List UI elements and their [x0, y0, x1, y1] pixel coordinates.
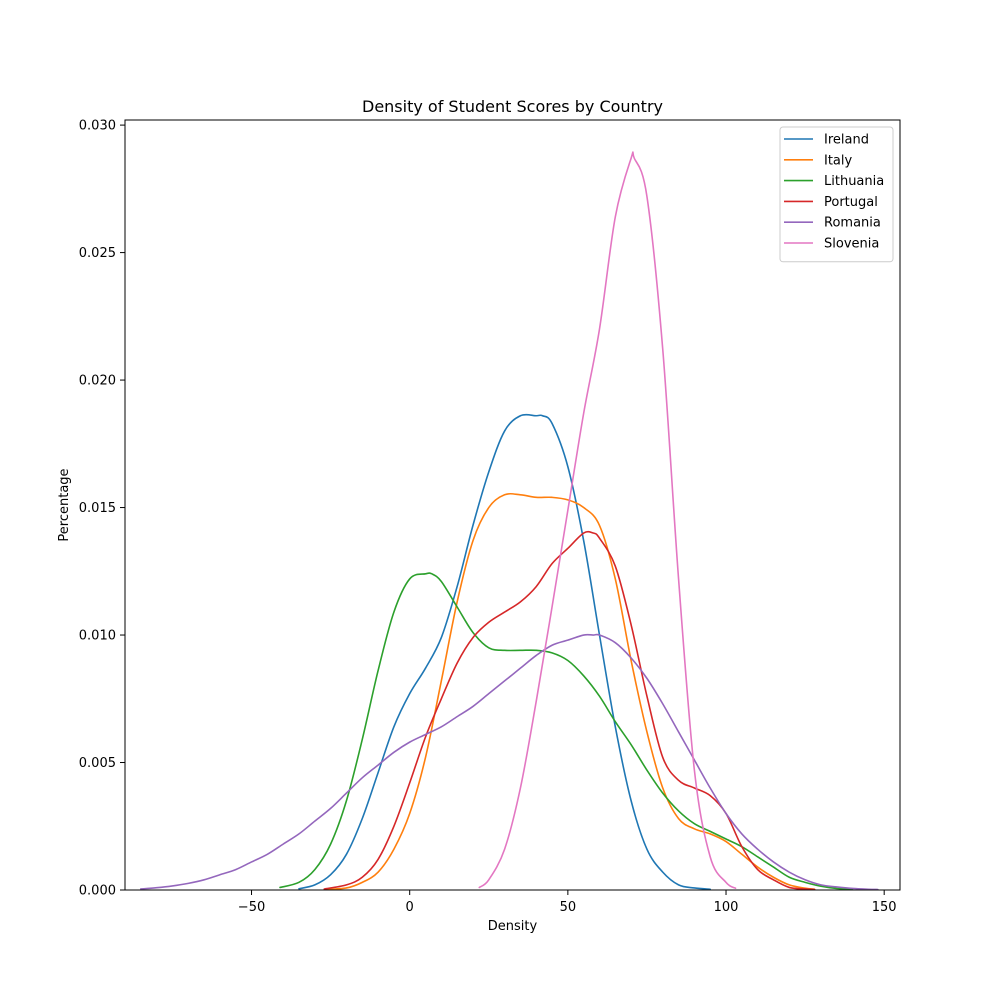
y-tick-label: 0.015 — [79, 501, 116, 516]
legend-label: Romania — [824, 216, 881, 231]
series-lines — [140, 151, 879, 891]
axes-frame — [124, 119, 901, 891]
y-tick-label: 0.005 — [79, 756, 116, 771]
x-tick-label: −50 — [238, 900, 265, 915]
x-axis-ticks: −50 0 50 100 150 — [238, 890, 897, 915]
series-line-ireland — [298, 413, 711, 891]
series-line-italy — [323, 492, 816, 891]
y-tick-label: 0.025 — [79, 246, 116, 261]
legend-item-romania: Romania — [784, 216, 881, 231]
legend-label: Italy — [824, 153, 853, 168]
legend-label: Portugal — [824, 195, 878, 210]
y-tick-label: 0.010 — [79, 629, 116, 644]
legend-label: Slovenia — [824, 237, 879, 252]
x-tick-label: 50 — [560, 900, 577, 915]
y-tick-label: 0.000 — [79, 884, 116, 899]
legend: Ireland Italy Lithuania Portugal Romania Slov… — [779, 126, 894, 263]
y-tick-label: 0.020 — [79, 374, 116, 389]
y-axis-label: Percentage — [57, 468, 72, 541]
series-line-lithuania — [279, 572, 854, 891]
chart-title: Density of Student Scores by Country — [362, 97, 663, 116]
legend-label: Ireland — [824, 133, 869, 148]
legend-item-slovenia: Slovenia — [784, 237, 879, 252]
x-tick-label: 100 — [714, 900, 739, 915]
x-tick-label: 0 — [406, 900, 414, 915]
legend-label: Lithuania — [824, 174, 884, 189]
y-axis-ticks: 0.000 0.005 0.010 0.015 0.020 0.025 0.030 — [79, 119, 125, 899]
series-line-slovenia — [478, 151, 737, 890]
y-tick-label: 0.030 — [79, 119, 116, 134]
legend-item-lithuania: Lithuania — [784, 174, 884, 189]
x-axis-label: Density — [488, 919, 538, 934]
plot-area: −50 0 50 100 150 0.0000.0050.0100.0150.0200.… — [79, 119, 901, 915]
legend-box — [779, 126, 894, 263]
legend-item-ireland: Ireland — [784, 133, 869, 148]
series-line-portugal — [323, 530, 816, 891]
legend-item-italy: Italy — [784, 153, 853, 168]
x-tick-label: 150 — [872, 900, 897, 915]
series-line-romania — [140, 633, 879, 891]
legend-item-portugal: Portugal — [784, 195, 878, 210]
